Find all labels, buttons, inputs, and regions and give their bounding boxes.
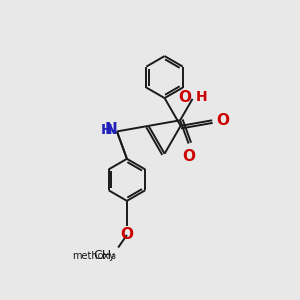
Text: H: H (101, 123, 112, 137)
Text: CH₃: CH₃ (94, 249, 117, 262)
Text: O: O (182, 149, 195, 164)
Text: N: N (104, 122, 117, 137)
Text: O: O (178, 90, 191, 105)
Text: O: O (217, 113, 230, 128)
Text: O: O (120, 227, 134, 242)
Text: H: H (196, 90, 208, 104)
Text: methoxy: methoxy (73, 251, 115, 261)
